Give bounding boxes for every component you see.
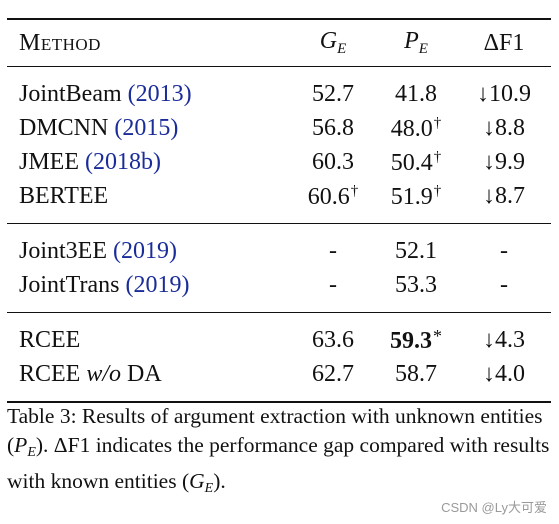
caption-text: ). — [213, 469, 226, 493]
method-suffix: DA — [127, 361, 162, 387]
caption-text: Table 3: Results of argument extraction … — [7, 404, 543, 457]
header-ge: GE — [291, 18, 375, 67]
table-row: BERTEE 60.6† 51.9† ↓8.7 — [7, 179, 551, 224]
method-cell: DMCNN (2015) — [7, 111, 291, 145]
pe-value-best: 59.3 — [390, 328, 432, 354]
method-name: RCEE — [19, 361, 81, 387]
table-row: RCEE w/o DA 62.7 58.7 ↓4.0 — [7, 357, 551, 403]
table-row: Joint3EE (2019) - 52.1 - — [7, 224, 551, 269]
header-ge-subscript: E — [337, 41, 347, 57]
pe-cell: 52.1 — [395, 238, 437, 264]
df1-cell: ↓9.9 — [483, 149, 525, 175]
pe-cell: 58.7 — [375, 357, 457, 403]
ge-cell: - — [329, 238, 337, 264]
header-ge-symbol: G — [319, 28, 338, 54]
ge-cell: 60.6† — [291, 179, 375, 224]
ge-cell: 56.8 — [312, 115, 354, 141]
method-cell: RCEE w/o DA — [7, 357, 291, 403]
ge-value: 60.6 — [307, 183, 350, 210]
ge-cell: 63.6 — [312, 327, 354, 353]
method-cell: JointTrans (2019) — [7, 268, 291, 313]
ge-cell: 60.3 — [312, 149, 354, 175]
method-name: JMEE — [19, 149, 79, 175]
table-row: JointTrans (2019) - 53.3 - — [7, 268, 551, 313]
pe-cell: 53.3 — [375, 268, 457, 313]
method-name: BERTEE — [19, 183, 109, 209]
caption-pe-symbol: P — [14, 433, 28, 457]
results-table-container: Method GE PE ΔF1 JointBeam (2013) 52.7 4… — [7, 18, 551, 403]
ge-cell: 62.7 — [291, 357, 375, 403]
header-method: Method — [7, 18, 291, 67]
method-modifier: w/o — [86, 361, 122, 387]
watermark: CSDN @Ly大可爱 — [441, 500, 547, 515]
pe-cell: 50.4† — [375, 145, 457, 179]
citation-link[interactable]: (2015) — [114, 115, 179, 141]
method-cell: BERTEE — [7, 179, 291, 224]
header-df1: ΔF1 — [457, 18, 551, 67]
table-row: DMCNN (2015) 56.8 48.0† ↓8.8 — [7, 111, 551, 145]
pe-cell: 51.9† — [375, 179, 457, 224]
method-name: RCEE — [19, 327, 81, 353]
ge-cell: - — [291, 268, 375, 313]
method-name: JointBeam — [19, 81, 122, 107]
citation-link[interactable]: (2013) — [127, 81, 192, 107]
significance-mark: * — [433, 326, 442, 346]
pe-value: 48.0 — [390, 115, 433, 142]
header-pe-subscript: E — [418, 41, 428, 57]
citation-link[interactable]: (2019) — [113, 238, 177, 264]
method-cell: Joint3EE (2019) — [7, 224, 291, 269]
header-pe: PE — [375, 18, 457, 67]
df1-cell: ↓8.8 — [483, 115, 525, 141]
df1-cell: ↓4.3 — [483, 327, 525, 353]
df1-cell: - — [500, 238, 508, 264]
table-row: JMEE (2018b) 60.3 50.4† ↓9.9 — [7, 145, 551, 179]
citation-link[interactable]: (2018b) — [85, 149, 161, 175]
dagger-mark: † — [350, 182, 359, 199]
pe-cell: 48.0† — [375, 111, 457, 145]
method-cell: JMEE (2018b) — [7, 145, 291, 179]
citation-link[interactable]: (2019) — [125, 272, 190, 298]
method-name: Joint3EE — [19, 238, 107, 264]
header-pe-symbol: P — [404, 28, 419, 54]
table-row: RCEE 63.6 59.3* ↓4.3 — [7, 313, 551, 358]
pe-cell: 41.8 — [395, 81, 437, 107]
method-cell: RCEE — [7, 313, 291, 358]
method-cell: JointBeam (2013) — [7, 67, 291, 112]
dagger-mark: † — [433, 148, 442, 165]
pe-cell: 59.3* — [375, 313, 457, 358]
dagger-mark: † — [433, 114, 442, 131]
table-caption: Table 3: Results of argument extraction … — [7, 402, 551, 503]
df1-cell: - — [457, 268, 551, 313]
header-method-label: Method — [19, 30, 101, 56]
caption-ge-symbol: G — [189, 469, 205, 493]
results-table: Method GE PE ΔF1 JointBeam (2013) 52.7 4… — [7, 18, 551, 403]
ge-cell: 52.7 — [312, 81, 354, 107]
table-header-row: Method GE PE ΔF1 — [7, 18, 551, 67]
caption-ge-subscript: E — [204, 481, 214, 496]
df1-cell: ↓8.7 — [457, 179, 551, 224]
method-name: DMCNN — [19, 115, 109, 141]
df1-cell: ↓10.9 — [477, 81, 531, 107]
caption-pe-subscript: E — [27, 445, 36, 460]
pe-value: 50.4 — [390, 149, 433, 176]
pe-value: 51.9 — [390, 183, 433, 210]
df1-cell: ↓4.0 — [457, 357, 551, 403]
dagger-mark: † — [433, 182, 442, 199]
caption-text: ). ΔF1 indicates the performance gap com… — [7, 433, 550, 493]
method-name: JointTrans — [19, 272, 120, 298]
table-row: JointBeam (2013) 52.7 41.8 ↓10.9 — [7, 67, 551, 112]
